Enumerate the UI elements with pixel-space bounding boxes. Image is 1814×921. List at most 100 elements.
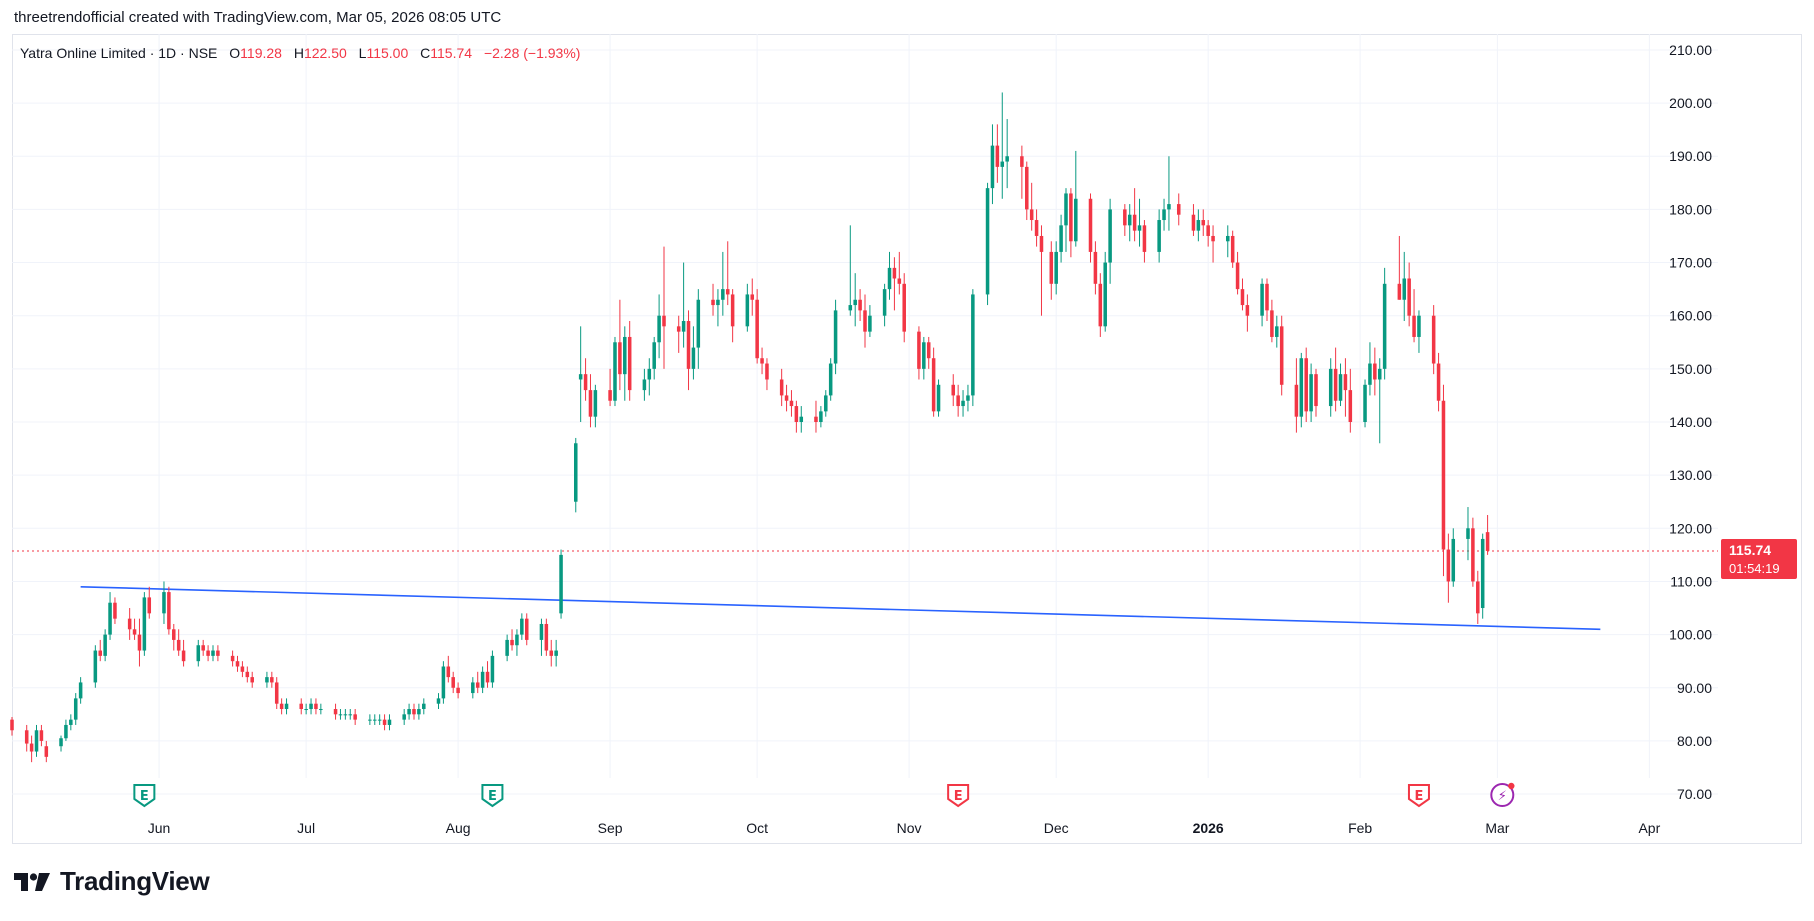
candle[interactable] [1260,278,1264,327]
candle[interactable] [270,671,274,688]
candle[interactable] [1309,363,1313,422]
candle[interactable] [422,698,426,715]
candle[interactable] [1029,182,1034,231]
candle[interactable] [1368,342,1372,396]
candle[interactable] [490,650,495,688]
candle[interactable] [779,368,784,407]
candle[interactable] [1343,358,1348,417]
candle[interactable] [377,714,382,725]
candle[interactable] [1127,204,1132,242]
candle[interactable] [441,661,446,704]
candle[interactable] [691,326,696,380]
candle[interactable] [417,703,421,720]
candle[interactable] [1471,517,1475,587]
candle[interactable] [480,666,485,694]
candle[interactable] [475,671,480,694]
candle[interactable] [1466,507,1470,561]
candle[interactable] [936,379,941,417]
candle[interactable] [73,693,78,725]
candle[interactable] [353,709,357,725]
candle[interactable] [1476,570,1480,624]
candle[interactable] [230,650,235,667]
dividend-event-icon[interactable]: ⚡ [1490,782,1515,807]
candle[interactable] [1382,267,1387,380]
candle[interactable] [284,698,289,715]
candle[interactable] [29,735,34,763]
candle[interactable] [721,251,725,316]
candle[interactable] [1328,358,1333,417]
candle[interactable] [93,645,98,688]
candle[interactable] [137,618,142,667]
candle[interactable] [471,677,475,699]
candle[interactable] [265,671,269,688]
candle[interactable] [1446,533,1451,603]
candle[interactable] [524,613,529,646]
candle[interactable] [1235,251,1240,295]
candle[interactable] [789,390,794,417]
candle[interactable] [868,305,872,337]
candle[interactable] [686,310,691,391]
candle[interactable] [387,714,392,731]
candle[interactable] [1304,347,1308,422]
candle[interactable] [1059,214,1063,263]
candle[interactable] [78,677,83,704]
candle[interactable] [1441,384,1446,577]
candle[interactable] [142,592,147,656]
candle[interactable] [319,703,323,715]
candle[interactable] [1093,241,1098,295]
candle[interactable] [922,336,926,380]
candle[interactable] [1098,273,1103,337]
candle[interactable] [1407,262,1411,327]
candle[interactable] [588,374,593,428]
candle[interactable] [618,299,622,391]
candle[interactable] [235,655,240,672]
candle[interactable] [10,716,14,736]
candle[interactable] [456,682,460,699]
candle[interactable] [681,262,686,348]
candle[interactable] [755,289,759,364]
candle[interactable] [716,289,720,327]
candle[interactable] [250,671,254,688]
candle[interactable] [892,257,897,311]
candle[interactable] [676,315,681,353]
candle[interactable] [1279,315,1284,396]
candle[interactable] [485,661,490,688]
candle[interactable] [343,709,348,720]
candle[interactable] [926,336,931,369]
candle[interactable] [956,384,960,417]
candle[interactable] [1294,358,1299,433]
candle[interactable] [760,347,764,375]
candle[interactable] [995,124,1000,183]
tradingview-brand[interactable]: TradingView [14,866,210,897]
candle[interactable] [961,390,965,417]
candle[interactable] [1299,352,1304,428]
candle[interactable] [1123,204,1127,236]
candle[interactable] [1108,198,1112,284]
candle[interactable] [412,703,416,720]
candle[interactable] [1132,188,1137,242]
candle[interactable] [39,724,44,747]
candle[interactable] [593,384,598,428]
candle[interactable] [1230,230,1235,268]
candle[interactable] [863,294,867,348]
candle[interactable] [539,618,544,656]
candle[interactable] [794,400,799,433]
candle[interactable] [1069,188,1073,258]
candle[interactable] [402,709,406,725]
candle[interactable] [1103,251,1107,332]
candle[interactable] [1240,278,1245,311]
candle[interactable] [172,623,176,651]
candle[interactable] [549,639,554,667]
candle[interactable] [608,368,612,407]
candle[interactable] [181,639,186,667]
candle[interactable] [1064,188,1068,252]
candle[interactable] [985,182,990,306]
candle[interactable] [407,703,411,720]
candle[interactable] [299,698,304,715]
candle[interactable] [304,703,308,715]
candle[interactable] [1363,379,1367,428]
candle[interactable] [1397,235,1402,300]
candle[interactable] [1000,92,1005,199]
candle[interactable] [554,639,558,667]
